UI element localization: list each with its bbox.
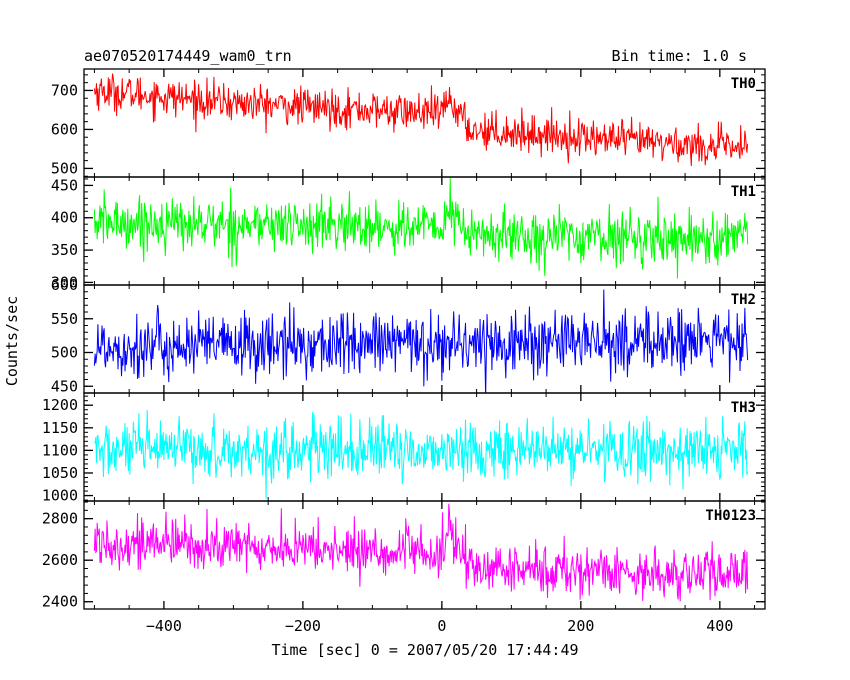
series-line-th0 [93, 73, 749, 167]
series-line-th1 [93, 178, 749, 279]
y-tick-label: 500 [51, 344, 78, 362]
y-tick-label: 550 [51, 310, 78, 328]
y-tick-label: 600 [51, 120, 78, 138]
y-tick-label: 450 [51, 377, 78, 395]
series-label-th2: TH2 [731, 292, 756, 308]
series-label-th3: TH3 [731, 400, 756, 416]
y-tick-label: 700 [51, 81, 78, 99]
y-tick-label: 500 [51, 159, 78, 177]
x-axis: −400 −200 0 200 400 [146, 617, 734, 635]
y-tick-label: 450 [51, 176, 78, 194]
series-line-th3 [94, 410, 749, 499]
y-tick-label: 2800 [42, 510, 78, 528]
panel-th0: 500 600 700 TH0 [51, 68, 766, 178]
x-tick-label: 400 [706, 617, 733, 635]
panel-th3: 1000 1050 1100 1150 1200 TH3 [42, 392, 766, 505]
y-tick-label: 1100 [42, 441, 78, 459]
y-tick-label: 350 [51, 241, 78, 259]
x-tick-label: 200 [567, 617, 594, 635]
series-label-th1: TH1 [731, 184, 756, 200]
y-tick-label: 1000 [42, 487, 78, 505]
y-tick-label: 1150 [42, 419, 78, 437]
x-tick-label: 0 [437, 617, 446, 635]
series-label-th0123: TH0123 [705, 508, 756, 524]
y-tick-label: 1200 [42, 396, 78, 414]
panel-th2: 450 500 550 600 TH2 [51, 276, 766, 395]
series-label-th0: TH0 [731, 76, 756, 92]
y-tick-label: 2600 [42, 551, 78, 569]
panel-frame [83, 176, 766, 286]
y-tick-label: 400 [51, 209, 78, 227]
x-tick-label: −400 [146, 617, 182, 635]
y-tick-label: 2400 [42, 593, 78, 611]
bin-time-label: Bin time: 1.0 s [612, 47, 747, 65]
series-line-th0123 [93, 503, 749, 602]
y-tick-label: 300 [51, 273, 78, 291]
panel-th0123: 2400 2600 2800 TH0123 [42, 500, 766, 611]
y-axis-title: Counts/sec [3, 296, 21, 386]
panel-th1: 300 350 400 450 TH1 [51, 176, 766, 291]
panel-frame [83, 500, 766, 610]
x-axis-title: Time [sec] 0 = 2007/05/20 17:44:49 [271, 641, 578, 659]
y-tick-label: 1050 [42, 464, 78, 482]
series-line-th2 [93, 289, 749, 393]
y-tick-label: 600 [51, 276, 78, 294]
chart-title: ae070520174449_wam0_trn [84, 47, 292, 65]
x-tick-label: −200 [285, 617, 321, 635]
